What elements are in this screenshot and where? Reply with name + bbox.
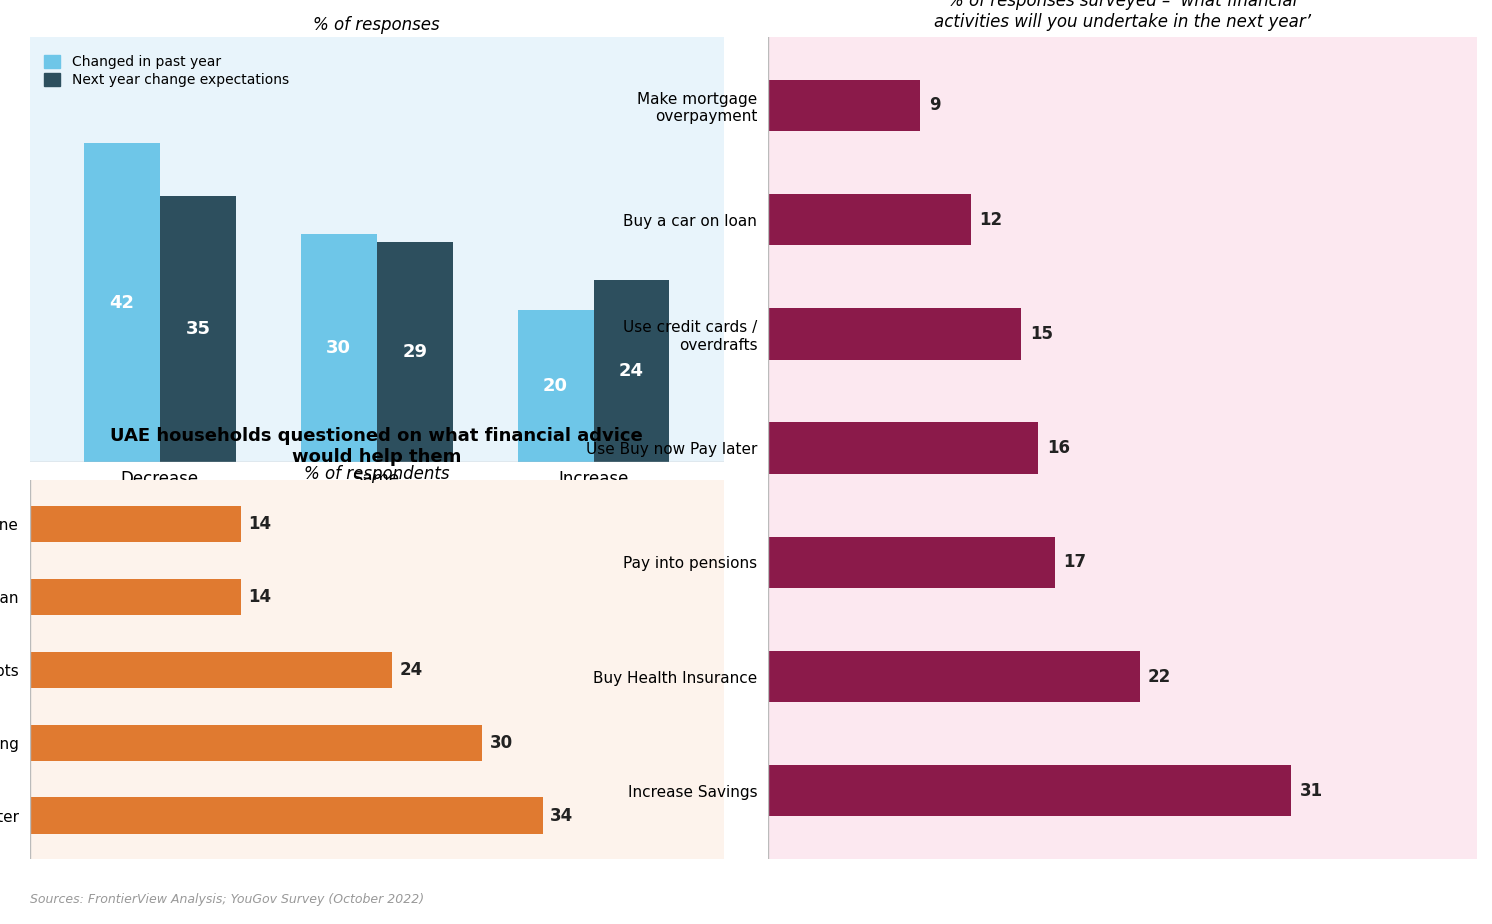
Bar [768,765,1292,817]
Text: 12: 12 [979,211,1003,229]
Bar [30,651,392,688]
Legend: Changed in past year, Next year change expectations: Changed in past year, Next year change e… [37,48,295,94]
Bar [376,242,452,462]
Text: Sources: FrontierView Analysis; YouGov Survey (October 2022): Sources: FrontierView Analysis; YouGov S… [30,893,424,906]
Bar [160,197,236,462]
Text: 17: 17 [1064,553,1086,571]
Text: 42: 42 [109,294,134,311]
Text: 14: 14 [249,588,272,606]
Bar [768,309,1022,359]
Bar [518,310,594,462]
Bar [30,506,242,542]
Text: % of responses: % of responses [313,16,440,33]
Text: 35: 35 [185,321,210,338]
Text: 16: 16 [1047,439,1070,457]
Bar [768,422,1038,474]
Bar [768,79,921,131]
Bar [594,280,670,462]
Bar [30,578,242,615]
Bar [30,797,543,833]
Bar [768,537,1055,588]
Text: 30: 30 [327,339,351,358]
Text: 29: 29 [403,343,427,361]
Bar [768,194,971,246]
Text: 34: 34 [551,807,573,824]
Text: % of responses surveyed – ‘what financial
activities will you undertake in the n: % of responses surveyed – ‘what financia… [934,0,1311,30]
Text: 15: 15 [1029,325,1053,343]
Text: 14: 14 [249,516,272,533]
Text: 9: 9 [928,96,940,115]
Text: 20: 20 [543,377,568,395]
Bar [768,650,1140,702]
Text: 31: 31 [1300,782,1323,800]
Text: 24: 24 [400,661,422,679]
Text: 24: 24 [619,362,645,380]
Text: 30: 30 [489,734,513,752]
Bar [84,143,160,462]
Bar [30,724,482,761]
Bar [301,235,376,462]
Text: 22: 22 [1147,667,1171,686]
Text: % of respondents: % of respondents [304,466,449,483]
Text: UAE households questioned on what financial advice
would help them: UAE households questioned on what financ… [110,428,643,467]
